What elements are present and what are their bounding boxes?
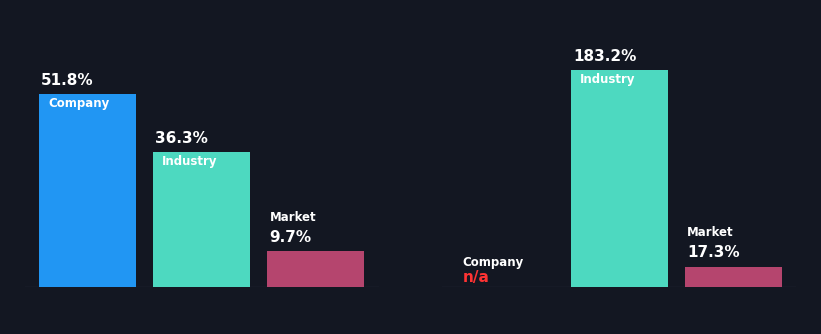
Text: n/a: n/a xyxy=(462,270,489,285)
Text: 17.3%: 17.3% xyxy=(687,245,740,260)
Bar xyxy=(153,152,250,287)
Text: 183.2%: 183.2% xyxy=(573,49,636,64)
Text: 9.7%: 9.7% xyxy=(269,230,312,244)
Bar xyxy=(571,70,668,287)
Text: 51.8%: 51.8% xyxy=(41,73,94,88)
Text: Industry: Industry xyxy=(580,73,635,86)
Text: Industry: Industry xyxy=(163,155,218,168)
Text: Market: Market xyxy=(269,211,316,224)
Text: Company: Company xyxy=(48,97,109,110)
Bar xyxy=(39,95,136,287)
Bar xyxy=(268,251,365,287)
Bar xyxy=(685,267,782,287)
Text: Market: Market xyxy=(687,226,734,239)
Text: Company: Company xyxy=(462,256,524,269)
Text: 36.3%: 36.3% xyxy=(155,131,209,146)
